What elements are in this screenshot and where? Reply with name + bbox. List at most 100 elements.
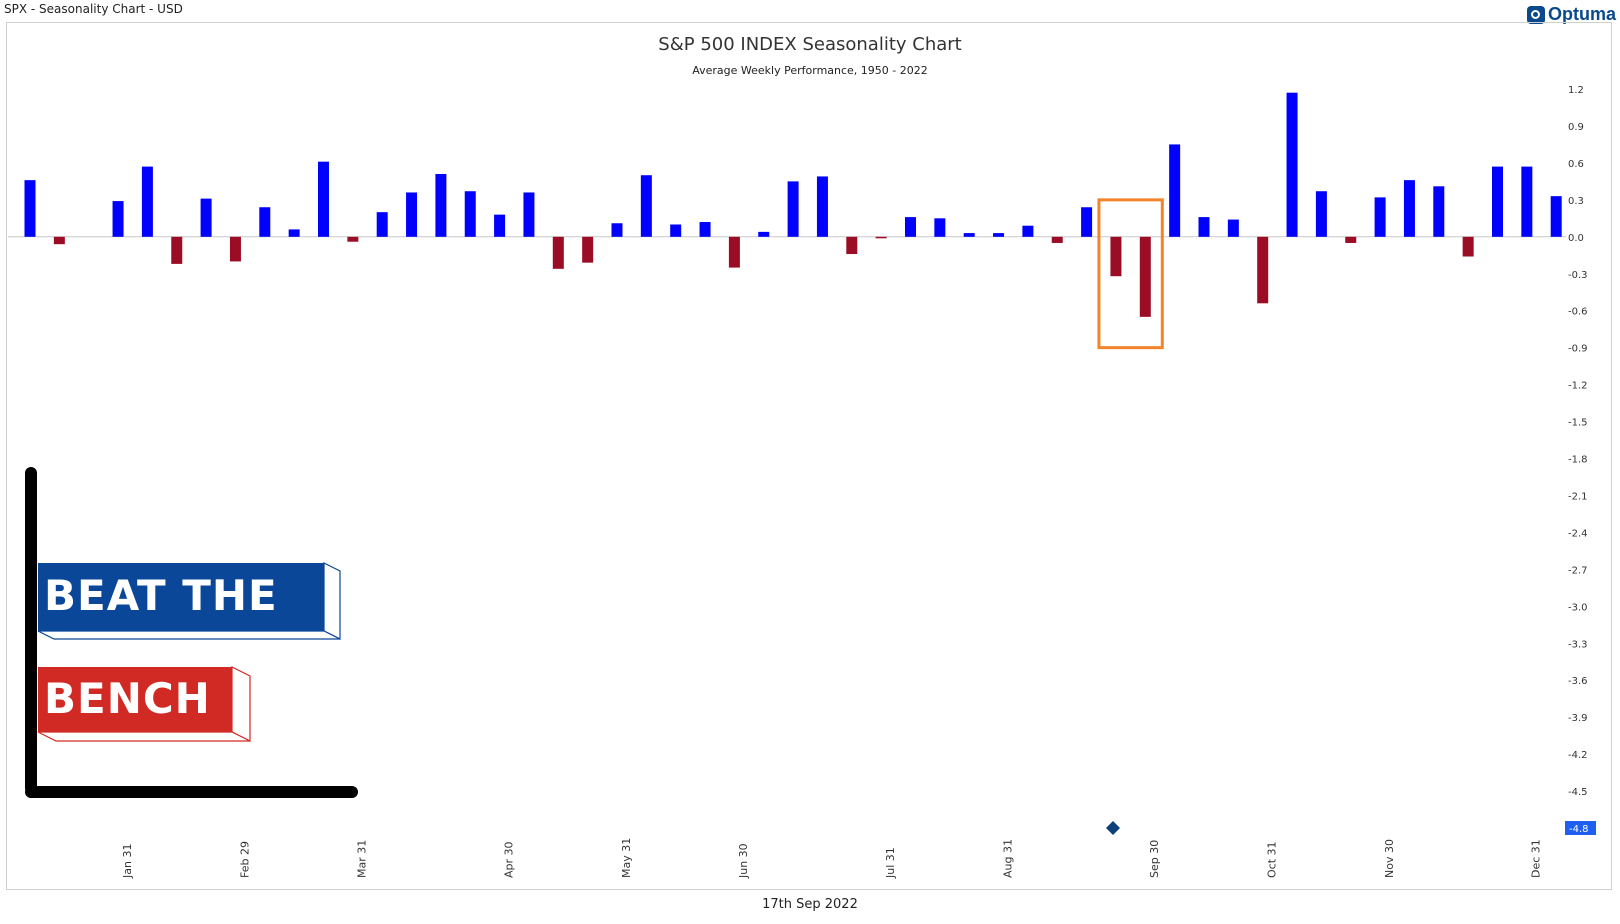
bar-week-6	[171, 236, 183, 264]
bar-week-1	[24, 180, 36, 237]
bar-week-20	[582, 236, 594, 263]
bar-week-36	[1051, 236, 1063, 243]
bar-week-25	[728, 236, 740, 268]
bar-week-2	[53, 236, 65, 245]
x-tick-label: Dec 31	[1530, 839, 1543, 878]
bar-week-50	[1462, 236, 1474, 257]
x-tick-label: Apr 30	[502, 841, 515, 878]
bar-week-11	[318, 161, 329, 237]
bar-week-43	[1257, 236, 1269, 304]
bar-week-17	[494, 214, 506, 237]
bar-week-41	[1198, 217, 1210, 237]
y-tick-label: -2.7	[1568, 565, 1588, 576]
y-tick-label: 0.0	[1568, 233, 1584, 244]
bar-week-16	[464, 191, 476, 237]
bar-week-27	[787, 181, 799, 237]
y-tick-label: 0.6	[1568, 159, 1584, 170]
y-tick-label: 0.9	[1568, 122, 1584, 133]
current-week-marker	[1106, 821, 1121, 835]
brand-name: Optuma	[1547, 4, 1616, 24]
bar-week-48	[1403, 180, 1415, 237]
bar-week-40	[1169, 144, 1181, 237]
x-tick-label: May 31	[620, 838, 633, 878]
bar-week-32	[934, 218, 946, 237]
chart-title: S&P 500 INDEX Seasonality Chart	[658, 34, 962, 55]
bar-week-22	[640, 175, 652, 237]
y-tick-label: -0.6	[1568, 307, 1588, 318]
y-tick-label: -4.2	[1568, 750, 1588, 761]
y-tick-label: -2.1	[1568, 491, 1588, 502]
bar-week-44	[1286, 92, 1298, 237]
bar-week-31	[905, 217, 916, 237]
logo-text-beat-the: BEAT THE	[44, 571, 278, 620]
bar-week-4	[112, 201, 124, 237]
bar-week-7	[200, 198, 212, 237]
y-tick-label: 1.2	[1568, 85, 1584, 96]
bar-week-23	[670, 224, 682, 237]
highlight-box	[1097, 198, 1164, 350]
y-tick-label: -3.9	[1568, 713, 1588, 724]
bar-week-30	[875, 236, 887, 239]
y-tick-label: -2.4	[1568, 528, 1588, 539]
y-tick-label: -3.3	[1568, 639, 1588, 650]
chart-date-footer: 17th Sep 2022	[762, 897, 858, 912]
optuma-logo-icon	[1526, 5, 1545, 24]
bar-week-35	[1022, 225, 1034, 237]
bar-week-13	[376, 212, 388, 237]
chart-symbol-label: SPX - Seasonality Chart - USD	[4, 2, 183, 16]
x-tick-label: Nov 30	[1383, 839, 1396, 878]
bar-week-47	[1374, 197, 1386, 237]
y-tick-label: -3.0	[1568, 602, 1588, 613]
bar-week-21	[611, 223, 623, 237]
x-tick-label: Oct 31	[1266, 841, 1279, 878]
bar-week-37	[1081, 207, 1093, 237]
bar-week-26	[758, 231, 770, 237]
x-tick-label: Jul 31	[884, 847, 897, 879]
x-tick-label: Jun 30	[737, 843, 750, 879]
logo-text-bench: BENCH	[44, 674, 211, 723]
bar-week-28	[816, 176, 828, 237]
bar-week-51	[1492, 166, 1503, 237]
bar-week-34	[993, 233, 1005, 237]
y-tick-label: -1.2	[1568, 381, 1588, 392]
y-tick-label: -1.5	[1568, 418, 1588, 429]
bar-week-52	[1521, 166, 1533, 237]
x-tick-label: Mar 31	[356, 840, 369, 878]
current-value-label: -4.8	[1569, 824, 1589, 835]
bar-week-24	[699, 222, 711, 237]
x-tick-label: Jan 31	[121, 844, 134, 879]
current-value-badge	[1565, 821, 1596, 835]
optuma-brand: Optuma	[1526, 4, 1616, 25]
x-tick-label: Sep 30	[1148, 840, 1161, 878]
chart-frame	[6, 22, 1612, 890]
bar-week-9	[259, 207, 271, 237]
bar-week-18	[523, 192, 535, 237]
bar-week-39	[1139, 236, 1151, 317]
bar-week-14	[406, 192, 418, 237]
x-tick-label: Feb 29	[238, 841, 251, 878]
y-tick-label: -0.9	[1568, 344, 1588, 355]
bar-week-8	[229, 236, 241, 262]
chart-subtitle: Average Weekly Performance, 1950 - 2022	[692, 64, 928, 77]
bar-week-5	[141, 166, 153, 237]
bar-week-42	[1227, 219, 1239, 237]
bar-week-53	[1550, 196, 1562, 237]
bar-week-46	[1345, 236, 1357, 243]
bar-week-38	[1110, 236, 1122, 277]
y-tick-label: -3.6	[1568, 676, 1588, 687]
bar-week-19	[552, 236, 564, 269]
bar-week-12	[347, 236, 359, 242]
bar-week-33	[963, 233, 975, 237]
x-tick-label: Aug 31	[1001, 839, 1014, 878]
y-tick-label: 0.3	[1568, 196, 1584, 207]
y-tick-label: -4.5	[1568, 787, 1588, 798]
bar-week-49	[1433, 186, 1445, 237]
y-tick-label: -1.8	[1568, 455, 1588, 466]
bar-week-45	[1315, 191, 1327, 237]
y-tick-label: -0.3	[1568, 270, 1588, 281]
bar-week-29	[846, 236, 858, 255]
bar-week-15	[435, 173, 447, 237]
bar-week-10	[288, 229, 300, 237]
